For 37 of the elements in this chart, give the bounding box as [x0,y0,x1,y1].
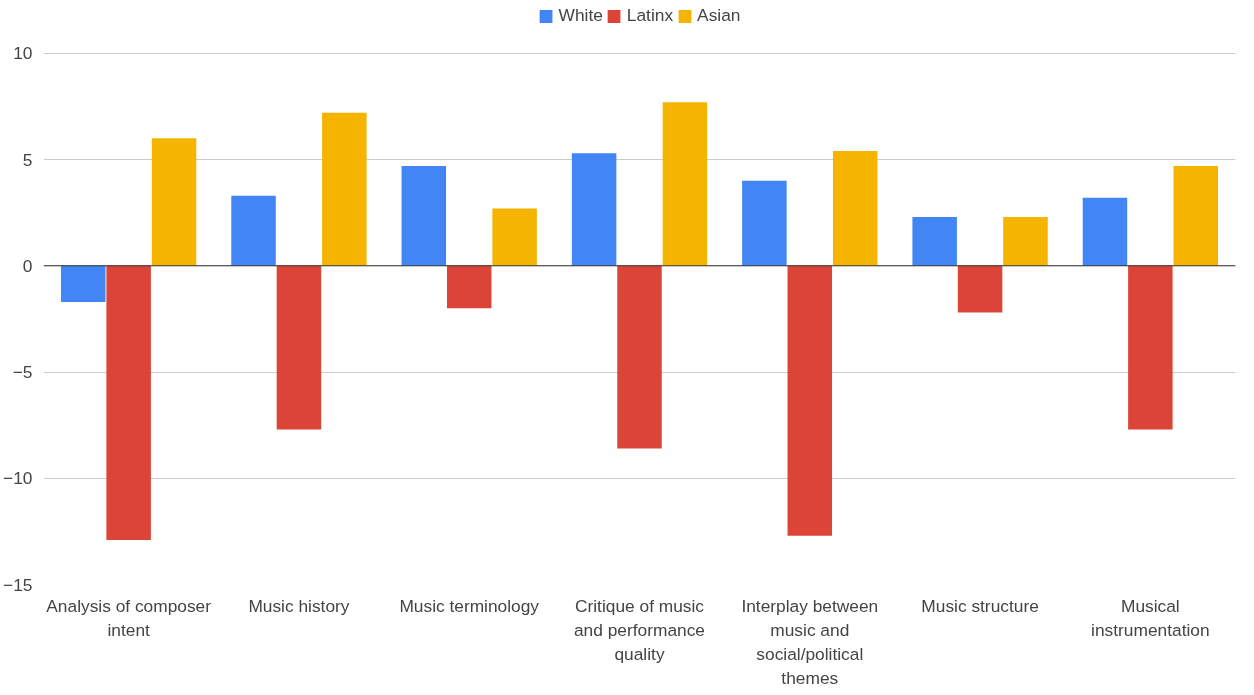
bar [617,265,662,449]
x-tick-label: Musical instrumentation [1091,595,1210,640]
legend-label: Asian [697,5,741,26]
bar [1082,197,1128,266]
bar [912,216,957,266]
bar [446,265,492,309]
x-tick-label: Critique of music and performance quality [574,595,706,664]
x-tick-label: Music terminology [399,595,540,616]
y-tick-label: 0 [22,255,33,276]
bar [231,195,276,266]
bar [401,165,447,266]
y-tick-label: 5 [22,149,33,170]
bar [571,153,617,266]
legend-label: White [558,5,603,26]
bar [742,180,787,266]
bar [832,151,878,266]
bar [1173,165,1219,266]
bar [1003,216,1048,266]
y-tick-label: 10 [13,43,33,64]
bar [1128,265,1173,430]
bar [60,265,106,302]
x-tick-label: Interplay between music and social/political themes [741,595,879,688]
bar [787,265,833,536]
y-tick-label: −5 [12,362,33,383]
bar [957,265,1003,313]
bar [106,265,151,540]
legend-label: Latinx [626,5,674,26]
bar [492,208,537,266]
x-tick-label: Analysis of composer intent [46,595,212,640]
x-tick-label: Music history [248,595,350,616]
x-tick-label: Music structure [921,595,1039,616]
y-tick-label: −10 [3,468,33,489]
y-tick-label: −15 [3,574,33,595]
bar [322,112,367,266]
bar [151,138,197,266]
bar [276,265,322,430]
bar [662,102,708,266]
